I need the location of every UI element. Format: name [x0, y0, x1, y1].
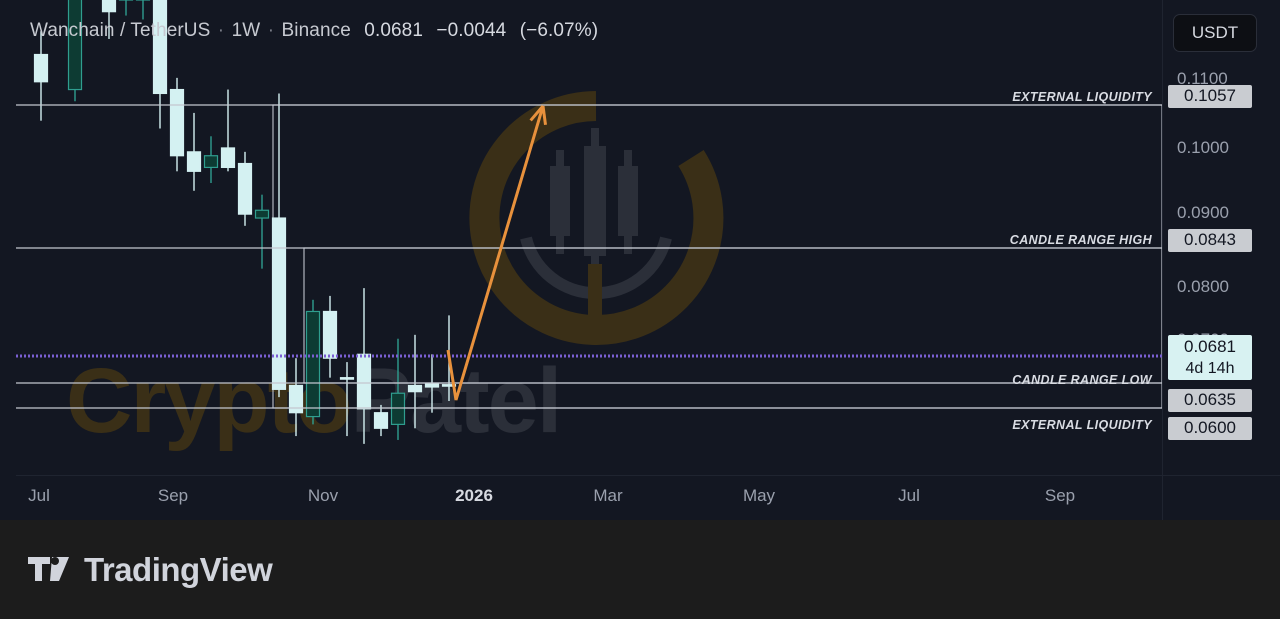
candle-body: [305, 310, 321, 418]
outer-range-box[interactable]: [272, 104, 1162, 409]
candle-body: [271, 217, 287, 390]
legend-separator-2: ·: [267, 20, 275, 41]
range-boxes-group: [272, 104, 1162, 409]
price-tick: 0.0800: [1177, 277, 1229, 296]
candle-body: [33, 53, 49, 83]
candle: [373, 404, 389, 437]
currency-badge[interactable]: USDT: [1173, 14, 1257, 52]
exchange-label[interactable]: Binance: [281, 20, 351, 41]
level-lines-group: [16, 104, 1162, 409]
time-tick: Sep: [1044, 486, 1076, 505]
level-label-external-liquidity-high: EXTERNAL LIQUIDITY: [1012, 90, 1152, 104]
symbol-name[interactable]: Wanchain / TetherUS: [30, 20, 211, 41]
candle: [186, 112, 202, 191]
price-tick: 0.1100: [1177, 69, 1228, 88]
level-label-external-liquidity-low: EXTERNAL LIQUIDITY: [1012, 418, 1152, 432]
tradingview-wordmark: TradingView: [84, 550, 273, 588]
candle-body: [441, 384, 457, 387]
candle: [407, 334, 423, 429]
candle-body: [356, 353, 372, 410]
change-absolute-value: −0.0044: [436, 20, 507, 41]
time-tick: Jul: [28, 486, 50, 505]
candle: [152, 0, 168, 129]
level-price-pill[interactable]: 0.0600: [1168, 417, 1252, 440]
candle: [322, 295, 338, 378]
candle-body: [101, 0, 117, 13]
candle-body: [67, 0, 83, 91]
candle: [288, 358, 304, 437]
time-axis[interactable]: Jul Sep Nov 2026 Mar May Jul Sep: [16, 475, 1162, 520]
time-tick: May: [742, 486, 776, 505]
current-price-pill[interactable]: 0.0681 4d 14h: [1168, 335, 1252, 380]
candle: [271, 93, 287, 398]
candle-body: [237, 162, 253, 215]
projection-arrowhead: [541, 105, 547, 126]
interval-label[interactable]: 1W: [231, 20, 261, 41]
tradingview-mark-icon: [28, 556, 69, 581]
candle-body: [186, 151, 202, 172]
time-tick: Jul: [898, 486, 920, 505]
candle-body: [152, 0, 168, 95]
change-percent-value: (−6.07%): [519, 20, 599, 41]
price-tick: 0.0900: [1177, 203, 1229, 222]
level-price-pill[interactable]: 0.0843: [1168, 229, 1252, 252]
bar-countdown: 4d 14h: [1185, 360, 1235, 377]
level-price-pill[interactable]: 0.1057: [1168, 85, 1252, 108]
time-tick: Sep: [157, 486, 189, 505]
candle-body: [203, 155, 219, 169]
candle: [356, 288, 372, 444]
candle-body: [424, 383, 440, 388]
candle: [305, 299, 321, 425]
candle: [203, 136, 219, 183]
chart-legend-header[interactable]: Wanchain / TetherUS · 1W · Binance 0.068…: [30, 20, 598, 42]
inner-range-box[interactable]: [303, 247, 1162, 384]
candle-body: [254, 209, 270, 219]
projection-arrow-line[interactable]: [446, 105, 545, 401]
candle: [169, 77, 185, 172]
projection-arrowhead: [529, 105, 545, 122]
level-label-candle-range-high: CANDLE RANGE HIGH: [1009, 233, 1152, 247]
candle-body: [407, 384, 423, 393]
time-tick: Nov: [307, 486, 339, 505]
candle: [220, 89, 236, 172]
last-price-value: 0.0681: [364, 20, 424, 41]
candle: [339, 362, 355, 437]
candle: [67, 0, 83, 102]
candle: [237, 151, 253, 226]
level-price-pill[interactable]: 0.0635: [1168, 389, 1252, 412]
candle: [390, 338, 406, 440]
candle-body: [220, 147, 236, 169]
candle: [33, 31, 49, 121]
candle-body: [322, 310, 338, 359]
legend-separator-1: ·: [217, 20, 225, 41]
candle-body: [390, 392, 406, 425]
tradingview-logo[interactable]: TradingView: [28, 550, 273, 589]
chart-pane[interactable]: CryptoPatel EXTERNAL LIQUIDITY CANDLE RAN…: [16, 0, 1162, 475]
candle-body: [288, 384, 304, 414]
candle: [118, 0, 134, 16]
axis-corner: [1162, 475, 1280, 520]
current-price-value: 0.0681: [1184, 337, 1236, 356]
candle: [135, 0, 151, 20]
chart-canvas: [16, 0, 1162, 444]
candle-body: [373, 412, 389, 429]
time-tick: Mar: [593, 486, 623, 505]
level-label-candle-range-low: CANDLE RANGE LOW: [1012, 373, 1152, 387]
time-tick: 2026: [455, 486, 493, 505]
candle: [101, 0, 117, 39]
candle-body: [339, 377, 355, 380]
candle-body: [169, 88, 185, 157]
price-tick: 0.1000: [1177, 138, 1229, 157]
footer-bar: TradingView: [0, 520, 1280, 619]
candle: [254, 194, 270, 269]
projection-arrow: [446, 105, 547, 401]
candlestick-series: [33, 0, 457, 444]
